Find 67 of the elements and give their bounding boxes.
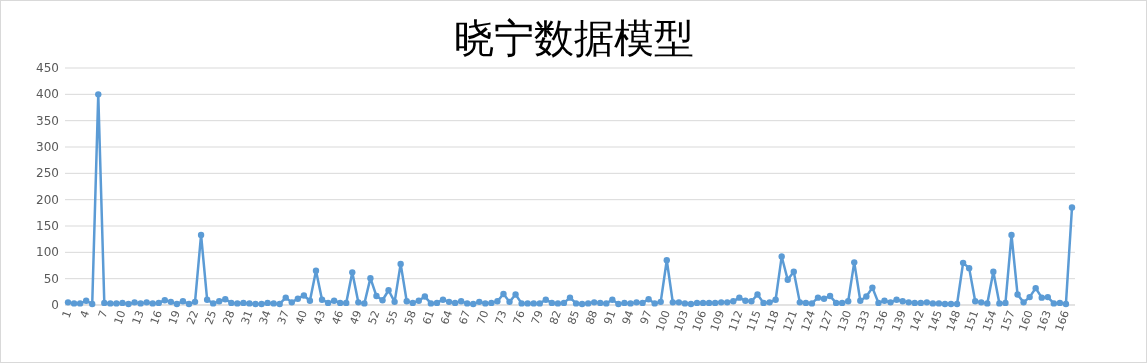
x-tick-label: 43 <box>311 308 329 327</box>
x-tick-label: 130 <box>834 308 855 333</box>
x-tick-label: 103 <box>671 308 692 333</box>
x-tick-label: 19 <box>165 308 183 327</box>
x-tick-label: 124 <box>798 308 819 333</box>
x-tick-label: 97 <box>637 308 655 327</box>
x-tick-label: 46 <box>329 308 347 327</box>
y-tick-label: 50 <box>43 271 59 286</box>
x-tick-label: 31 <box>238 308 256 327</box>
x-tick-label: 133 <box>853 308 873 333</box>
x-tick-label: 154 <box>980 308 1000 333</box>
chart-title: 晓宁数据模型 <box>453 15 694 61</box>
x-tick-label: 157 <box>998 308 1018 333</box>
x-tick-label: 79 <box>528 308 546 327</box>
x-tick-label: 16 <box>147 308 165 327</box>
x-tick-label: 148 <box>943 308 964 333</box>
x-tick-label: 70 <box>474 308 492 327</box>
x-tick-label: 10 <box>111 308 129 327</box>
x-tick-label: 76 <box>510 308 528 327</box>
y-tick-label: 0 <box>51 298 59 312</box>
x-tick-label: 109 <box>707 308 728 333</box>
x-tick-label: 91 <box>601 308 619 327</box>
y-tick-label: 250 <box>36 166 59 181</box>
y-tick-label: 450 <box>36 61 59 75</box>
x-tick-label: 139 <box>889 308 909 333</box>
x-tick-label: 127 <box>816 308 837 333</box>
x-tick-label: 163 <box>1034 308 1054 333</box>
x-tick-label: 121 <box>780 308 800 333</box>
x-tick-label: 106 <box>689 308 710 333</box>
x-tick-label: 52 <box>365 308 383 327</box>
x-tick-label: 166 <box>1052 308 1073 333</box>
x-tick-label: 28 <box>220 308 238 327</box>
x-tick-label: 7 <box>95 308 111 320</box>
x-tick-label: 49 <box>347 308 365 327</box>
x-tick-label: 145 <box>925 308 946 333</box>
x-tick-label: 142 <box>907 308 927 333</box>
x-tick-label: 118 <box>762 308 782 333</box>
x-tick-label: 34 <box>256 308 274 327</box>
x-tick-label: 100 <box>653 308 673 333</box>
y-tick-label: 200 <box>36 192 59 207</box>
x-tick-label: 151 <box>961 308 982 333</box>
x-tick-label: 25 <box>202 308 220 327</box>
x-tick-label: 4 <box>77 308 93 320</box>
x-tick-label: 40 <box>293 308 310 327</box>
x-tick-label: 88 <box>583 308 601 327</box>
x-tick-label: 94 <box>619 308 637 327</box>
y-tick-label: 100 <box>36 245 59 260</box>
x-tick-label: 64 <box>438 308 456 327</box>
x-tick-label: 85 <box>565 308 583 327</box>
x-tick-label: 112 <box>726 308 746 333</box>
x-tick-label: 13 <box>129 308 147 327</box>
x-tick-label: 73 <box>492 308 510 327</box>
y-tick-label: 400 <box>36 87 59 102</box>
x-tick-label: 1 <box>59 308 75 320</box>
x-tick-label: 136 <box>871 308 891 333</box>
x-tick-label: 115 <box>744 308 764 333</box>
x-tick-label: 37 <box>274 308 292 327</box>
x-tick-label: 82 <box>547 308 565 327</box>
y-tick-label: 350 <box>36 113 59 128</box>
x-tick-label: 160 <box>1016 308 1036 333</box>
y-tick-label: 300 <box>36 140 59 154</box>
y-tick-label: 150 <box>36 219 59 233</box>
x-tick-label: 67 <box>456 308 474 327</box>
x-tick-label: 61 <box>420 308 438 327</box>
x-tick-label: 22 <box>184 308 202 327</box>
x-tick-label: 55 <box>383 308 401 327</box>
x-tick-label: 58 <box>401 308 419 327</box>
